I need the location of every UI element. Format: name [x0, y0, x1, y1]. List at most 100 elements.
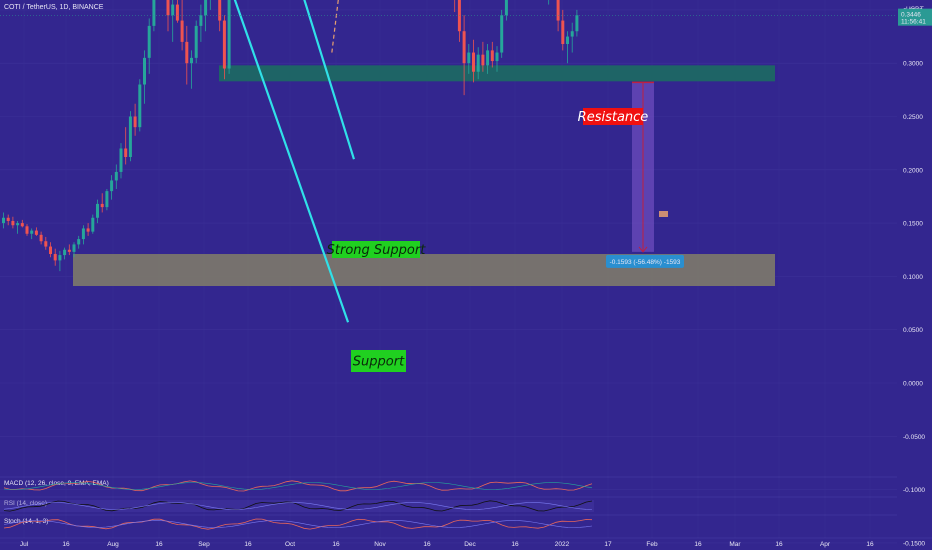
indicators[interactable]: MACD (12, 26, close, 9, EMA, EMA)0.0000R… — [0, 476, 923, 530]
candle[interactable] — [44, 236, 48, 250]
candle-body — [490, 50, 494, 62]
candle[interactable] — [124, 127, 128, 165]
candle-body — [2, 217, 5, 224]
projection-arrow[interactable] — [331, 0, 668, 217]
candle[interactable] — [53, 248, 57, 266]
candle[interactable] — [2, 212, 5, 229]
candle-body — [504, 0, 508, 16]
candle[interactable] — [180, 0, 184, 51]
candle[interactable] — [128, 111, 132, 162]
candle[interactable] — [72, 242, 76, 258]
candle[interactable] — [467, 44, 471, 74]
candle[interactable] — [100, 193, 104, 213]
candle[interactable] — [190, 50, 193, 89]
candle-body — [222, 20, 226, 69]
candles[interactable] — [2, 0, 579, 272]
candle[interactable] — [490, 41, 494, 68]
candle[interactable] — [96, 199, 99, 224]
candle[interactable] — [39, 231, 43, 245]
resistance-label-box — [583, 108, 643, 125]
candle-body — [138, 84, 142, 128]
candle[interactable] — [30, 228, 34, 240]
candle[interactable] — [166, 0, 170, 32]
candle[interactable] — [143, 50, 146, 104]
time-tick-label: 16 — [866, 541, 874, 548]
candle[interactable] — [133, 103, 137, 136]
candle-body — [486, 50, 490, 66]
candle[interactable] — [575, 9, 579, 37]
candle[interactable] — [481, 41, 485, 72]
candle[interactable] — [25, 224, 29, 236]
descending-channel[interactable] — [162, 0, 356, 323]
candle[interactable] — [91, 214, 95, 234]
candle-body — [105, 191, 109, 208]
candle[interactable] — [199, 4, 203, 42]
candle[interactable] — [495, 46, 499, 72]
candle-body — [110, 180, 114, 192]
candle[interactable] — [504, 0, 508, 21]
resistance-label: Resistance — [578, 110, 649, 125]
candle[interactable] — [58, 250, 62, 272]
candle[interactable] — [110, 175, 114, 200]
candle[interactable] — [67, 244, 71, 256]
candle[interactable] — [222, 15, 226, 80]
candle[interactable] — [218, 0, 222, 32]
candle[interactable] — [472, 39, 475, 83]
candle[interactable] — [185, 25, 189, 85]
candle[interactable] — [114, 164, 118, 189]
time-axis[interactable]: Jul 16 Aug 16 Sep 16 Oct 16 Nov 16 Dec 16 2022 17 Feb 1… — [0, 537, 932, 548]
price-tick-label: -0.0500 — [903, 434, 925, 441]
candle[interactable] — [147, 18, 151, 74]
candle[interactable] — [20, 219, 24, 228]
candle-body — [86, 228, 90, 232]
candle[interactable] — [11, 216, 15, 229]
stoch-line-signal — [3, 520, 593, 528]
candle[interactable] — [6, 214, 10, 226]
candle-body — [143, 57, 146, 85]
zone-strong-support[interactable] — [219, 65, 775, 82]
candle[interactable] — [476, 47, 480, 80]
candle[interactable] — [500, 9, 504, 58]
price-axis-bg — [897, 0, 932, 550]
candle[interactable] — [209, 0, 212, 10]
candle[interactable] — [16, 220, 20, 234]
candle[interactable] — [77, 235, 81, 249]
candle-body — [227, 0, 231, 69]
candle[interactable] — [566, 31, 569, 64]
strong-support-label: Strong Support — [327, 243, 427, 258]
candle[interactable] — [81, 225, 85, 245]
candle-body — [81, 228, 85, 240]
projection-line[interactable] — [331, 0, 354, 53]
candle[interactable] — [105, 188, 109, 211]
candle[interactable] — [486, 44, 490, 74]
candle-body — [147, 25, 151, 58]
candle[interactable] — [561, 9, 565, 51]
channel-lower-line[interactable] — [162, 0, 350, 323]
channel-upper-line[interactable] — [204, 0, 356, 160]
rsi-label: RSI (14, close) — [4, 500, 47, 507]
time-tick-label: 16 — [694, 541, 702, 548]
candle[interactable] — [119, 143, 123, 179]
time-tick-label: 16 — [423, 541, 431, 548]
candle[interactable] — [462, 15, 466, 96]
candle[interactable] — [63, 247, 67, 260]
candle[interactable] — [570, 22, 574, 53]
candle[interactable] — [194, 20, 198, 64]
last-price-badge[interactable] — [898, 8, 932, 26]
price-tick-label: 0.0500 — [903, 327, 923, 334]
candle-body — [67, 249, 71, 252]
candle[interactable] — [175, 0, 179, 23]
candle[interactable] — [227, 0, 231, 74]
candle[interactable] — [49, 242, 52, 258]
candle[interactable] — [556, 0, 560, 32]
candle[interactable] — [86, 223, 90, 236]
candle[interactable] — [138, 79, 142, 132]
candle[interactable] — [204, 0, 208, 32]
candle-body — [44, 241, 48, 247]
candle[interactable] — [171, 0, 175, 42]
candle[interactable] — [34, 227, 38, 236]
candle[interactable] — [152, 0, 156, 32]
candle[interactable] — [453, 0, 456, 13]
